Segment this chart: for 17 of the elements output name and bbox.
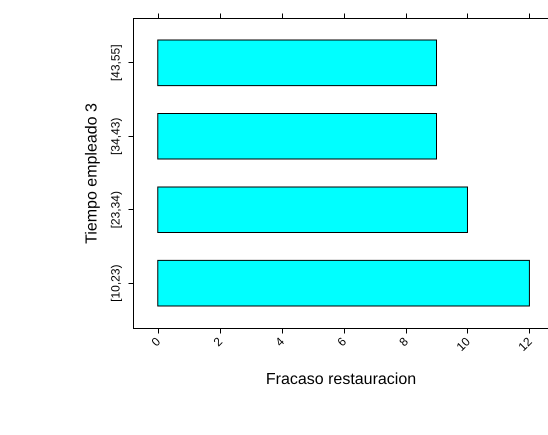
bar xyxy=(157,186,468,233)
x-tick-label: 0 xyxy=(148,334,164,350)
y-tick-label: [23,34) xyxy=(108,191,122,228)
y-axis-title: Tiempo empleado 3 xyxy=(84,102,100,244)
bar xyxy=(157,260,530,306)
x-tick-label: 8 xyxy=(396,334,412,350)
y-tick-label: [34,43) xyxy=(108,118,122,155)
y-tick-label: [43,55] xyxy=(108,44,122,82)
bar xyxy=(157,40,438,86)
y-tick-label: [10,23) xyxy=(108,264,122,302)
x-tick-label: 12 xyxy=(516,334,536,354)
x-axis-title: Fracaso restauracion xyxy=(266,371,416,388)
x-tick-label: 10 xyxy=(454,334,474,354)
x-tick-label: 2 xyxy=(210,334,226,350)
bar xyxy=(157,113,438,160)
x-tick-label: 6 xyxy=(334,334,350,350)
x-tick-label: 4 xyxy=(272,334,288,350)
